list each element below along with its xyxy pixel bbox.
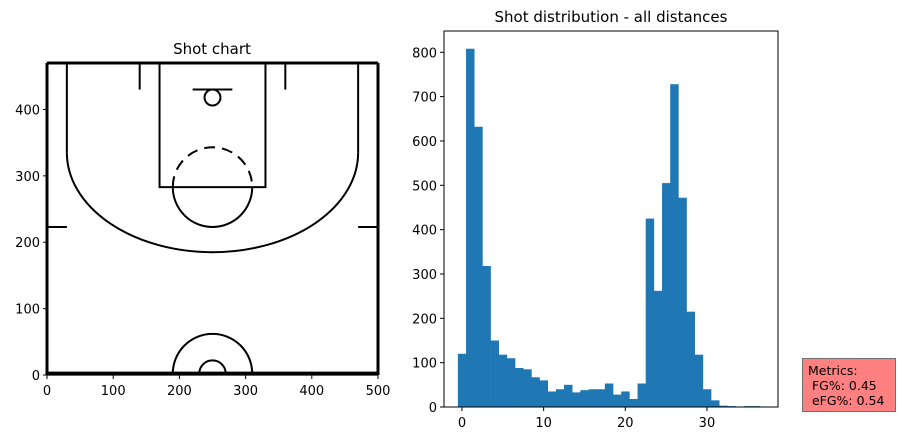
x-tick-label: 0 <box>458 416 466 431</box>
shot-chart-ticks: 0 100 200 300 400 500 0 100 200 300 400 <box>15 103 390 399</box>
free-throw-circle-lower <box>171 187 254 228</box>
histogram-bar <box>531 377 540 407</box>
y-tick-label: 400 <box>15 103 40 118</box>
histogram-bar <box>596 389 606 407</box>
basketball-court <box>45 61 380 376</box>
metrics-box: Metrics: FG%: 0.45 eFG%: 0.54 <box>802 358 896 412</box>
histogram-title: Shot distribution - all distances <box>495 8 728 26</box>
shot-chart-axes <box>46 62 379 376</box>
histogram-bar <box>702 389 712 407</box>
shot-chart-panel: Shot chart 0 100 200 300 400 500 0 100 200 300 400 <box>15 40 390 399</box>
y-tick-label: 0 <box>429 401 437 416</box>
histogram-bar <box>466 48 475 408</box>
x-tick-label: 400 <box>299 384 324 399</box>
paint-key <box>158 62 267 189</box>
histogram-bar <box>645 218 655 407</box>
histogram-bar <box>637 383 647 407</box>
histogram-bar <box>555 389 565 407</box>
histogram-bar <box>604 383 614 407</box>
histogram-bars <box>457 48 761 408</box>
y-tick-label: 700 <box>412 91 437 106</box>
histogram-bar <box>498 354 508 407</box>
histogram-bar <box>629 399 638 407</box>
shot-chart-title: Shot chart <box>173 40 251 58</box>
x-tick-label: 10 <box>535 416 552 431</box>
x-tick-label: 0 <box>43 384 51 399</box>
histogram-bar <box>523 369 532 407</box>
histogram-bar <box>490 340 500 407</box>
histogram-bar <box>580 390 589 407</box>
y-tick-label: 300 <box>15 170 40 185</box>
histogram-bar <box>482 266 491 407</box>
hoop <box>203 88 222 107</box>
histogram-bar <box>539 380 549 407</box>
histogram-bar <box>515 367 524 407</box>
histogram-bar <box>506 358 516 407</box>
histogram-bar <box>613 394 622 407</box>
center-circle-inner <box>198 359 227 374</box>
y-tick-label: 100 <box>412 357 437 372</box>
y-tick-label: 600 <box>412 135 437 150</box>
histogram-axes <box>443 30 779 408</box>
histogram-bar <box>670 84 679 407</box>
y-tick-label: 500 <box>412 179 437 194</box>
histogram-bar <box>588 389 598 407</box>
histogram-bar <box>564 384 573 407</box>
y-tick-label: 200 <box>15 236 40 251</box>
histogram-bar <box>711 400 720 407</box>
histogram-bar <box>621 391 630 407</box>
y-tick-label: 800 <box>412 46 437 61</box>
histogram-bar <box>653 290 663 407</box>
y-tick-label: 300 <box>412 268 437 283</box>
x-tick-label: 30 <box>699 416 716 431</box>
histogram-panel: Shot distribution - all distances 0 10 20 3… <box>412 8 779 431</box>
histogram-bar <box>474 126 483 407</box>
x-tick-label: 500 <box>366 384 391 399</box>
histogram-bar <box>678 197 687 407</box>
x-tick-label: 100 <box>101 384 126 399</box>
y-tick-label: 400 <box>412 224 437 239</box>
histogram-bar <box>662 183 671 407</box>
x-tick-label: 20 <box>617 416 634 431</box>
histogram-bar <box>547 391 557 407</box>
histogram-bar <box>457 353 467 407</box>
histogram-bar <box>686 311 696 407</box>
three-point-arc <box>65 152 360 254</box>
x-tick-label: 300 <box>233 384 258 399</box>
histogram-bar <box>694 354 704 407</box>
histogram-bar <box>719 405 728 407</box>
free-throw-circle-upper <box>171 146 254 188</box>
center-circle-outer <box>171 332 254 374</box>
y-tick-label: 100 <box>15 303 40 318</box>
y-tick-label: 200 <box>412 312 437 327</box>
x-tick-label: 200 <box>167 384 192 399</box>
histogram-bar <box>572 392 581 407</box>
y-tick-label: 0 <box>32 369 40 384</box>
